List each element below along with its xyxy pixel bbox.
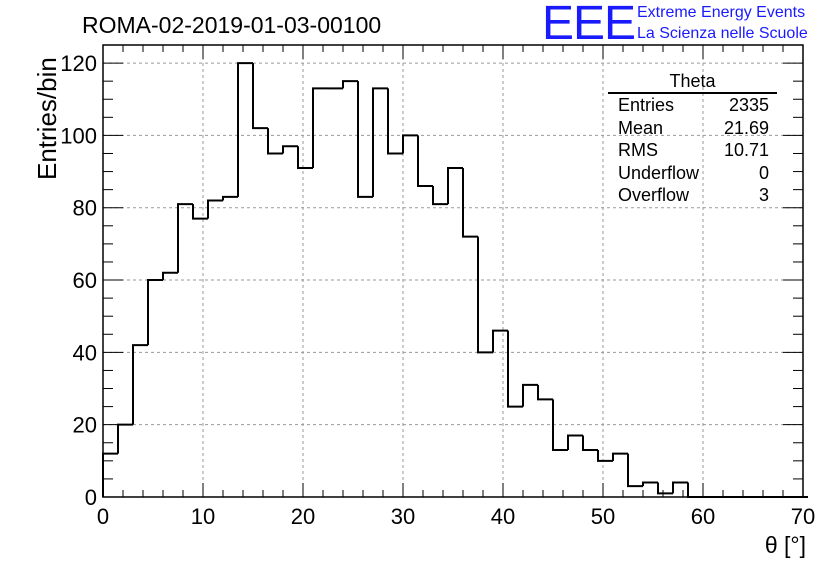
- histogram-bin: [597, 449, 613, 462]
- x-tick-label: 60: [691, 504, 715, 529]
- histogram-bin: [312, 87, 328, 168]
- logo-line-1: Extreme Energy Events: [637, 4, 806, 21]
- stats-row-underflow: Underflow 0: [612, 162, 777, 185]
- y-tick-label: 80: [73, 196, 97, 221]
- histogram-bin: [567, 434, 583, 450]
- y-tick-label: 20: [73, 413, 97, 438]
- histogram-bin: [207, 199, 223, 219]
- stats-value: 0: [758, 162, 769, 183]
- histogram-bin: [417, 135, 433, 188]
- stats-label: Mean: [618, 117, 664, 138]
- histogram-bin: [552, 399, 568, 451]
- y-tick-label: 0: [85, 485, 97, 510]
- histogram-bin: [492, 329, 508, 353]
- histogram-bin: [642, 481, 658, 487]
- y-axis-label: Entries/bin: [32, 0, 63, 180]
- histogram-bin: [102, 452, 118, 497]
- y-tick-label: 100: [60, 123, 97, 148]
- histogram-bin: [282, 145, 298, 154]
- stats-value: 2335: [728, 95, 769, 115]
- y-tick-label: 40: [73, 340, 97, 365]
- histogram-bin: [162, 271, 178, 281]
- y-axis-label-text: Entries/bin: [32, 57, 62, 180]
- x-tick-label: 30: [391, 504, 415, 529]
- stats-title: Theta: [608, 70, 777, 94]
- axes: [102, 44, 804, 498]
- histogram-bin: [507, 330, 523, 408]
- x-tick-label: 0: [97, 504, 109, 529]
- plot-frame: [102, 44, 804, 498]
- stats-row-mean: Mean 21.69: [612, 117, 777, 140]
- stats-label: Underflow: [618, 162, 700, 183]
- histogram-bin: [267, 128, 283, 155]
- histogram-bin: [432, 186, 448, 206]
- stats-value: 3: [758, 185, 769, 205]
- histogram-bin: [402, 134, 418, 154]
- histogram-bin: [627, 453, 643, 488]
- histogram-bin: [342, 80, 358, 89]
- histogram-bin: [447, 166, 463, 205]
- histogram-bin: [177, 203, 193, 273]
- stats-label: Overflow: [618, 185, 690, 205]
- histogram-bin: [132, 344, 148, 425]
- histogram-bin: [372, 87, 388, 197]
- x-tick-label: 20: [291, 504, 315, 529]
- chart-title: ROMA-02-2019-01-03-00100: [82, 12, 382, 38]
- x-tick-labels: 0 10 20 30 40 50 60 70: [97, 504, 815, 529]
- y-tick-labels: 0 20 40 60 80 100 120: [60, 51, 97, 510]
- stats-value: 21.69: [723, 117, 769, 138]
- eee-logo-mark: EEE: [542, 0, 636, 50]
- x-tick-label: 70: [791, 504, 815, 529]
- histogram-bin: [672, 481, 688, 494]
- histogram-bin: [192, 204, 208, 220]
- stats-row-overflow: Overflow 3: [612, 184, 777, 207]
- stats-value: 10.71: [723, 140, 769, 160]
- stats-row-entries: Entries 2335: [612, 94, 777, 117]
- histogram-bin: [687, 482, 703, 498]
- x-tick-label: 50: [591, 504, 615, 529]
- histogram-bin: [117, 423, 133, 454]
- histogram-bin: [237, 62, 253, 197]
- histogram-bin: [222, 195, 238, 201]
- stats-box: Theta Entries 2335 Mean 21.69 RMS 10.71 …: [608, 70, 777, 207]
- histogram-bin: [297, 146, 313, 169]
- stats-row-rms: RMS 10.71: [612, 139, 777, 162]
- x-tick-label: 10: [191, 504, 215, 529]
- histogram-bin: [462, 167, 478, 238]
- histogram-bin: [612, 452, 628, 461]
- histogram-bars: [102, 62, 808, 498]
- y-tick-label: 120: [60, 51, 97, 76]
- histogram-bin: [252, 63, 268, 130]
- stats-label: RMS: [618, 140, 658, 160]
- grid-lines: [103, 45, 803, 497]
- histogram-bin: [477, 236, 493, 354]
- histogram-bin: [537, 384, 553, 401]
- stats-label: Entries: [618, 95, 675, 115]
- x-tick-label: 40: [491, 504, 515, 529]
- histogram-bin: [147, 279, 163, 346]
- histogram-bin: [387, 88, 403, 155]
- histogram-bin: [582, 435, 598, 451]
- logo-text: Extreme Energy Events La Scienza nelle S…: [637, 2, 808, 44]
- histogram-bin: [657, 482, 673, 495]
- histogram-bin: [522, 383, 538, 407]
- logo-line-2: La Scienza nelle Scuole: [637, 25, 808, 42]
- histogram-bin: [357, 81, 373, 198]
- y-tick-label: 60: [73, 268, 97, 293]
- x-axis-label: θ [°]: [764, 532, 806, 558]
